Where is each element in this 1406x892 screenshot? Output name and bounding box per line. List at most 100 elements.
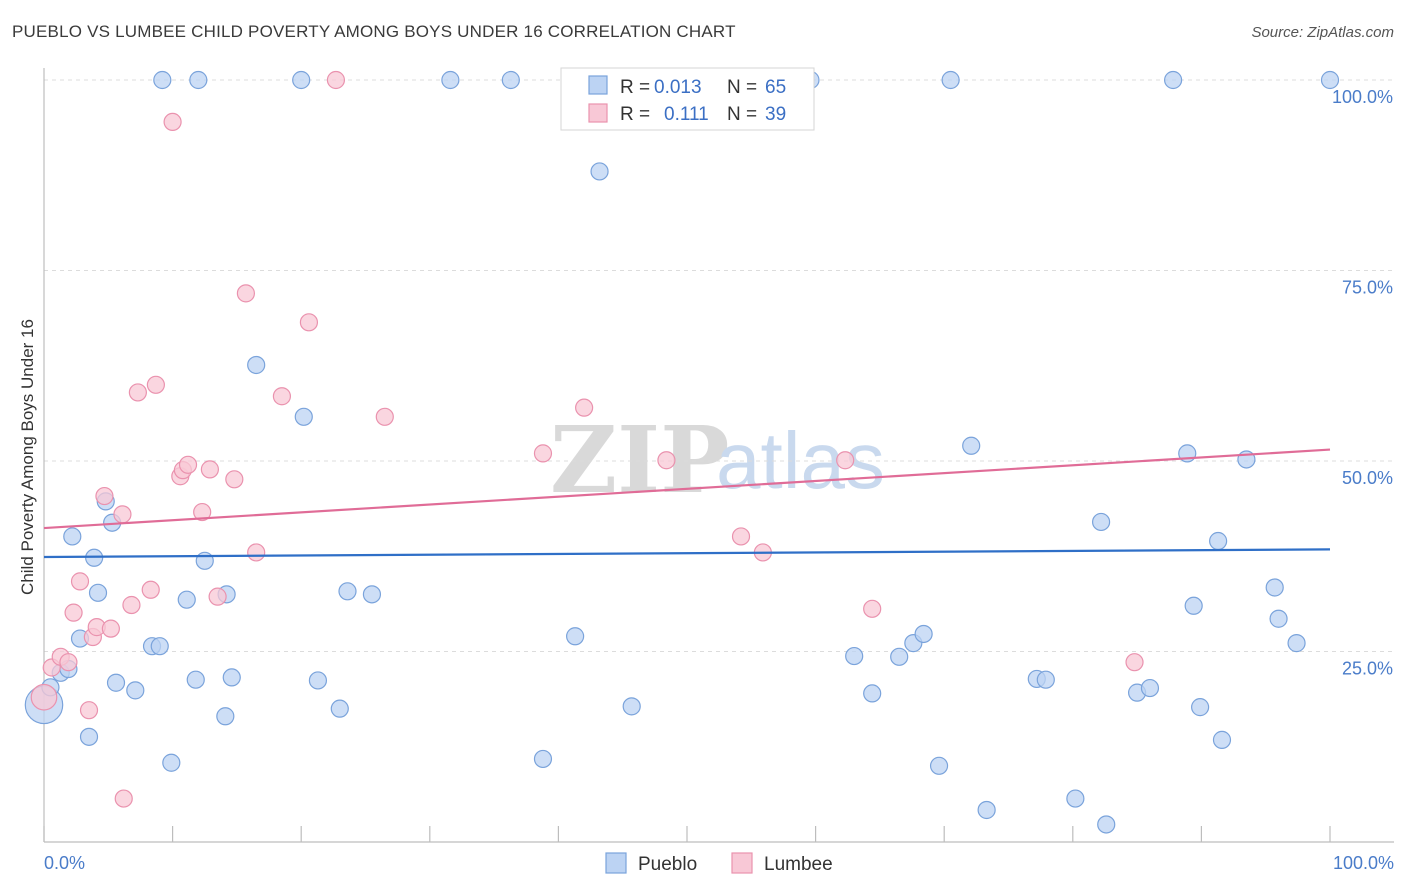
y-tick-label: 25.0% xyxy=(1342,659,1393,679)
lumbee-point xyxy=(236,284,256,303)
y-axis-title: Child Poverty Among Boys Under 16 xyxy=(18,319,37,595)
pueblo-point xyxy=(216,707,235,726)
pueblo-point xyxy=(1287,634,1306,653)
pueblo-point xyxy=(63,527,82,546)
lumbee-point xyxy=(575,398,594,417)
x-ticks xyxy=(43,826,1331,842)
x-tick-label-min: 0.0% xyxy=(44,853,85,873)
lumbee-point xyxy=(200,460,219,479)
pueblo-point xyxy=(338,582,357,601)
pueblo-n-label: N = xyxy=(727,77,757,98)
pueblo-point xyxy=(590,162,609,181)
pueblo-point xyxy=(1265,578,1284,597)
y-tick-label: 75.0% xyxy=(1342,278,1393,298)
pueblo-point xyxy=(247,355,266,375)
lumbee-point xyxy=(113,505,132,524)
lumbee-n-label: N = xyxy=(727,104,757,125)
series-legend: Pueblo Lumbee xyxy=(605,852,833,875)
lumbee-point xyxy=(225,470,244,489)
lumbee-legend-swatch xyxy=(588,103,608,123)
lumbee-series-swatch xyxy=(731,852,753,874)
pueblo-point xyxy=(441,70,460,90)
watermark-zip: ZIP xyxy=(550,406,729,514)
lumbee-point xyxy=(163,112,182,132)
lumbee-point xyxy=(128,383,147,402)
pueblo-point xyxy=(890,647,909,666)
lumbee-point xyxy=(375,407,394,426)
lumbee-point xyxy=(114,789,133,808)
pueblo-point xyxy=(106,673,126,692)
pueblo-point xyxy=(79,727,99,746)
pueblo-point xyxy=(1184,596,1203,615)
pueblo-point xyxy=(845,646,864,666)
pueblo-point xyxy=(501,70,520,90)
pueblo-series-label: Pueblo xyxy=(638,854,697,875)
lumbee-point xyxy=(101,619,120,638)
lumbee-r-value: 0.111 xyxy=(664,104,709,125)
pueblo-point xyxy=(1091,512,1111,532)
lumbee-point xyxy=(836,451,855,470)
pueblo-point xyxy=(863,684,882,703)
lumbee-point xyxy=(95,486,114,506)
watermark-atlas: atlas xyxy=(716,416,885,505)
pueblo-point xyxy=(1320,70,1340,90)
pueblo-point xyxy=(914,624,933,644)
lumbee-point xyxy=(1125,653,1144,672)
lumbee-point xyxy=(79,701,99,720)
lumbee-point xyxy=(299,313,319,332)
lumbee-point xyxy=(59,653,78,672)
lumbee-r-label: R = xyxy=(620,104,650,125)
y-tick-label: 50.0% xyxy=(1342,468,1393,488)
lumbee-point xyxy=(657,451,676,470)
lumbee-point xyxy=(247,543,266,562)
pueblo-r-label: R = xyxy=(620,77,650,98)
pueblo-point xyxy=(126,681,145,700)
pueblo-point xyxy=(1209,531,1228,551)
pueblo-legend-swatch xyxy=(588,75,608,95)
pueblo-point xyxy=(566,627,585,646)
pueblo-point xyxy=(929,756,949,775)
gridlines xyxy=(44,79,1394,652)
pueblo-point xyxy=(962,436,981,455)
pueblo-point xyxy=(222,668,241,687)
stats-legend: R = 0.013 N = 65 R = 0.111 N = 39 xyxy=(560,67,815,131)
pueblo-n-value: 65 xyxy=(765,77,786,98)
pueblo-point xyxy=(1140,678,1160,698)
pueblo-point xyxy=(153,70,172,90)
pueblo-point xyxy=(1097,815,1116,834)
lumbee-point xyxy=(70,572,90,591)
pueblo-point xyxy=(362,585,382,604)
lumbee-point xyxy=(30,683,58,711)
pueblo-point xyxy=(977,800,996,820)
lumbee-point xyxy=(533,444,553,463)
lumbee-point xyxy=(863,599,882,618)
pueblo-point xyxy=(1212,730,1232,749)
lumbee-trend-line xyxy=(43,448,1331,530)
pueblo-point xyxy=(533,749,553,769)
y-tick-label: 100.0% xyxy=(1332,87,1393,107)
pueblo-point xyxy=(195,551,214,570)
x-tick-label-max: 100.0% xyxy=(1333,853,1394,873)
pueblo-point xyxy=(294,407,313,426)
pueblo-point xyxy=(1269,609,1288,628)
chart-title: PUEBLO VS LUMBEE CHILD POVERTY AMONG BOY… xyxy=(12,22,736,41)
pueblo-point xyxy=(292,70,311,90)
pueblo-point xyxy=(150,637,169,656)
pueblo-point xyxy=(622,697,641,716)
pueblo-point xyxy=(186,670,205,689)
pueblo-series-swatch xyxy=(605,852,627,874)
watermark: ZIP atlas xyxy=(550,406,885,514)
lumbee-point xyxy=(178,455,198,474)
pueblo-point xyxy=(189,70,208,90)
pueblo-trend-line xyxy=(43,548,1331,559)
pueblo-point xyxy=(1066,789,1085,808)
lumbee-n-value: 39 xyxy=(765,104,786,125)
lumbee-point xyxy=(122,595,141,615)
chart-source: Source: ZipAtlas.com xyxy=(1251,24,1394,41)
lumbee-point xyxy=(272,387,292,406)
pueblo-point xyxy=(308,671,328,690)
pueblo-point xyxy=(1191,698,1210,717)
lumbee-point xyxy=(193,502,212,522)
pueblo-point xyxy=(1164,70,1183,90)
